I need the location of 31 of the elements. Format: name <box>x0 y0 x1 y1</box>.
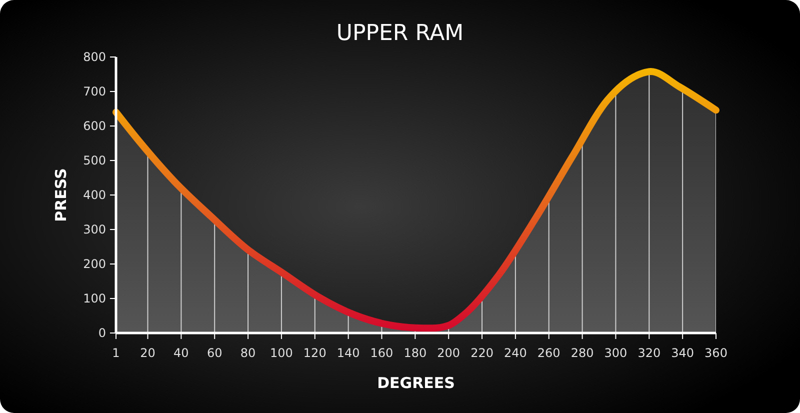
y-tick-label: 400 <box>83 188 106 202</box>
y-tick-label: 600 <box>83 119 106 133</box>
x-tick-label: 1 <box>112 346 120 360</box>
x-tick-label: 80 <box>240 346 256 360</box>
x-tick-label: 40 <box>174 346 189 360</box>
x-tick-label: 60 <box>206 346 222 360</box>
x-tick-label: 340 <box>671 346 694 360</box>
x-tick-label: 260 <box>537 346 560 360</box>
x-tick-label: 100 <box>270 346 293 360</box>
y-tick-label: 100 <box>83 292 106 306</box>
y-tick-label: 200 <box>83 257 106 271</box>
y-tick-label: 0 <box>98 326 106 340</box>
chart-title: UPPER RAM <box>336 21 464 46</box>
x-tick-label: 220 <box>470 346 494 360</box>
x-tick-label: 200 <box>437 346 460 360</box>
y-tick-label: 800 <box>83 50 106 64</box>
y-tick-label: 700 <box>83 84 106 98</box>
x-tick-label: 240 <box>504 346 527 360</box>
y-tick-label: 300 <box>83 222 106 236</box>
y-axis-title: PRESS <box>52 168 70 222</box>
x-tick-label: 280 <box>570 346 594 360</box>
x-tick-label: 180 <box>404 346 427 360</box>
x-tick-label: 140 <box>336 346 360 360</box>
x-tick-label: 20 <box>140 346 156 360</box>
x-tick-label: 160 <box>370 346 394 360</box>
x-tick-label: 360 <box>704 346 728 360</box>
x-axis-title: DEGREES <box>377 374 455 392</box>
x-tick-label: 300 <box>604 346 628 360</box>
x-tick-label: 320 <box>638 346 661 360</box>
x-tick-label: 120 <box>303 346 326 360</box>
y-tick-label: 500 <box>83 154 106 168</box>
